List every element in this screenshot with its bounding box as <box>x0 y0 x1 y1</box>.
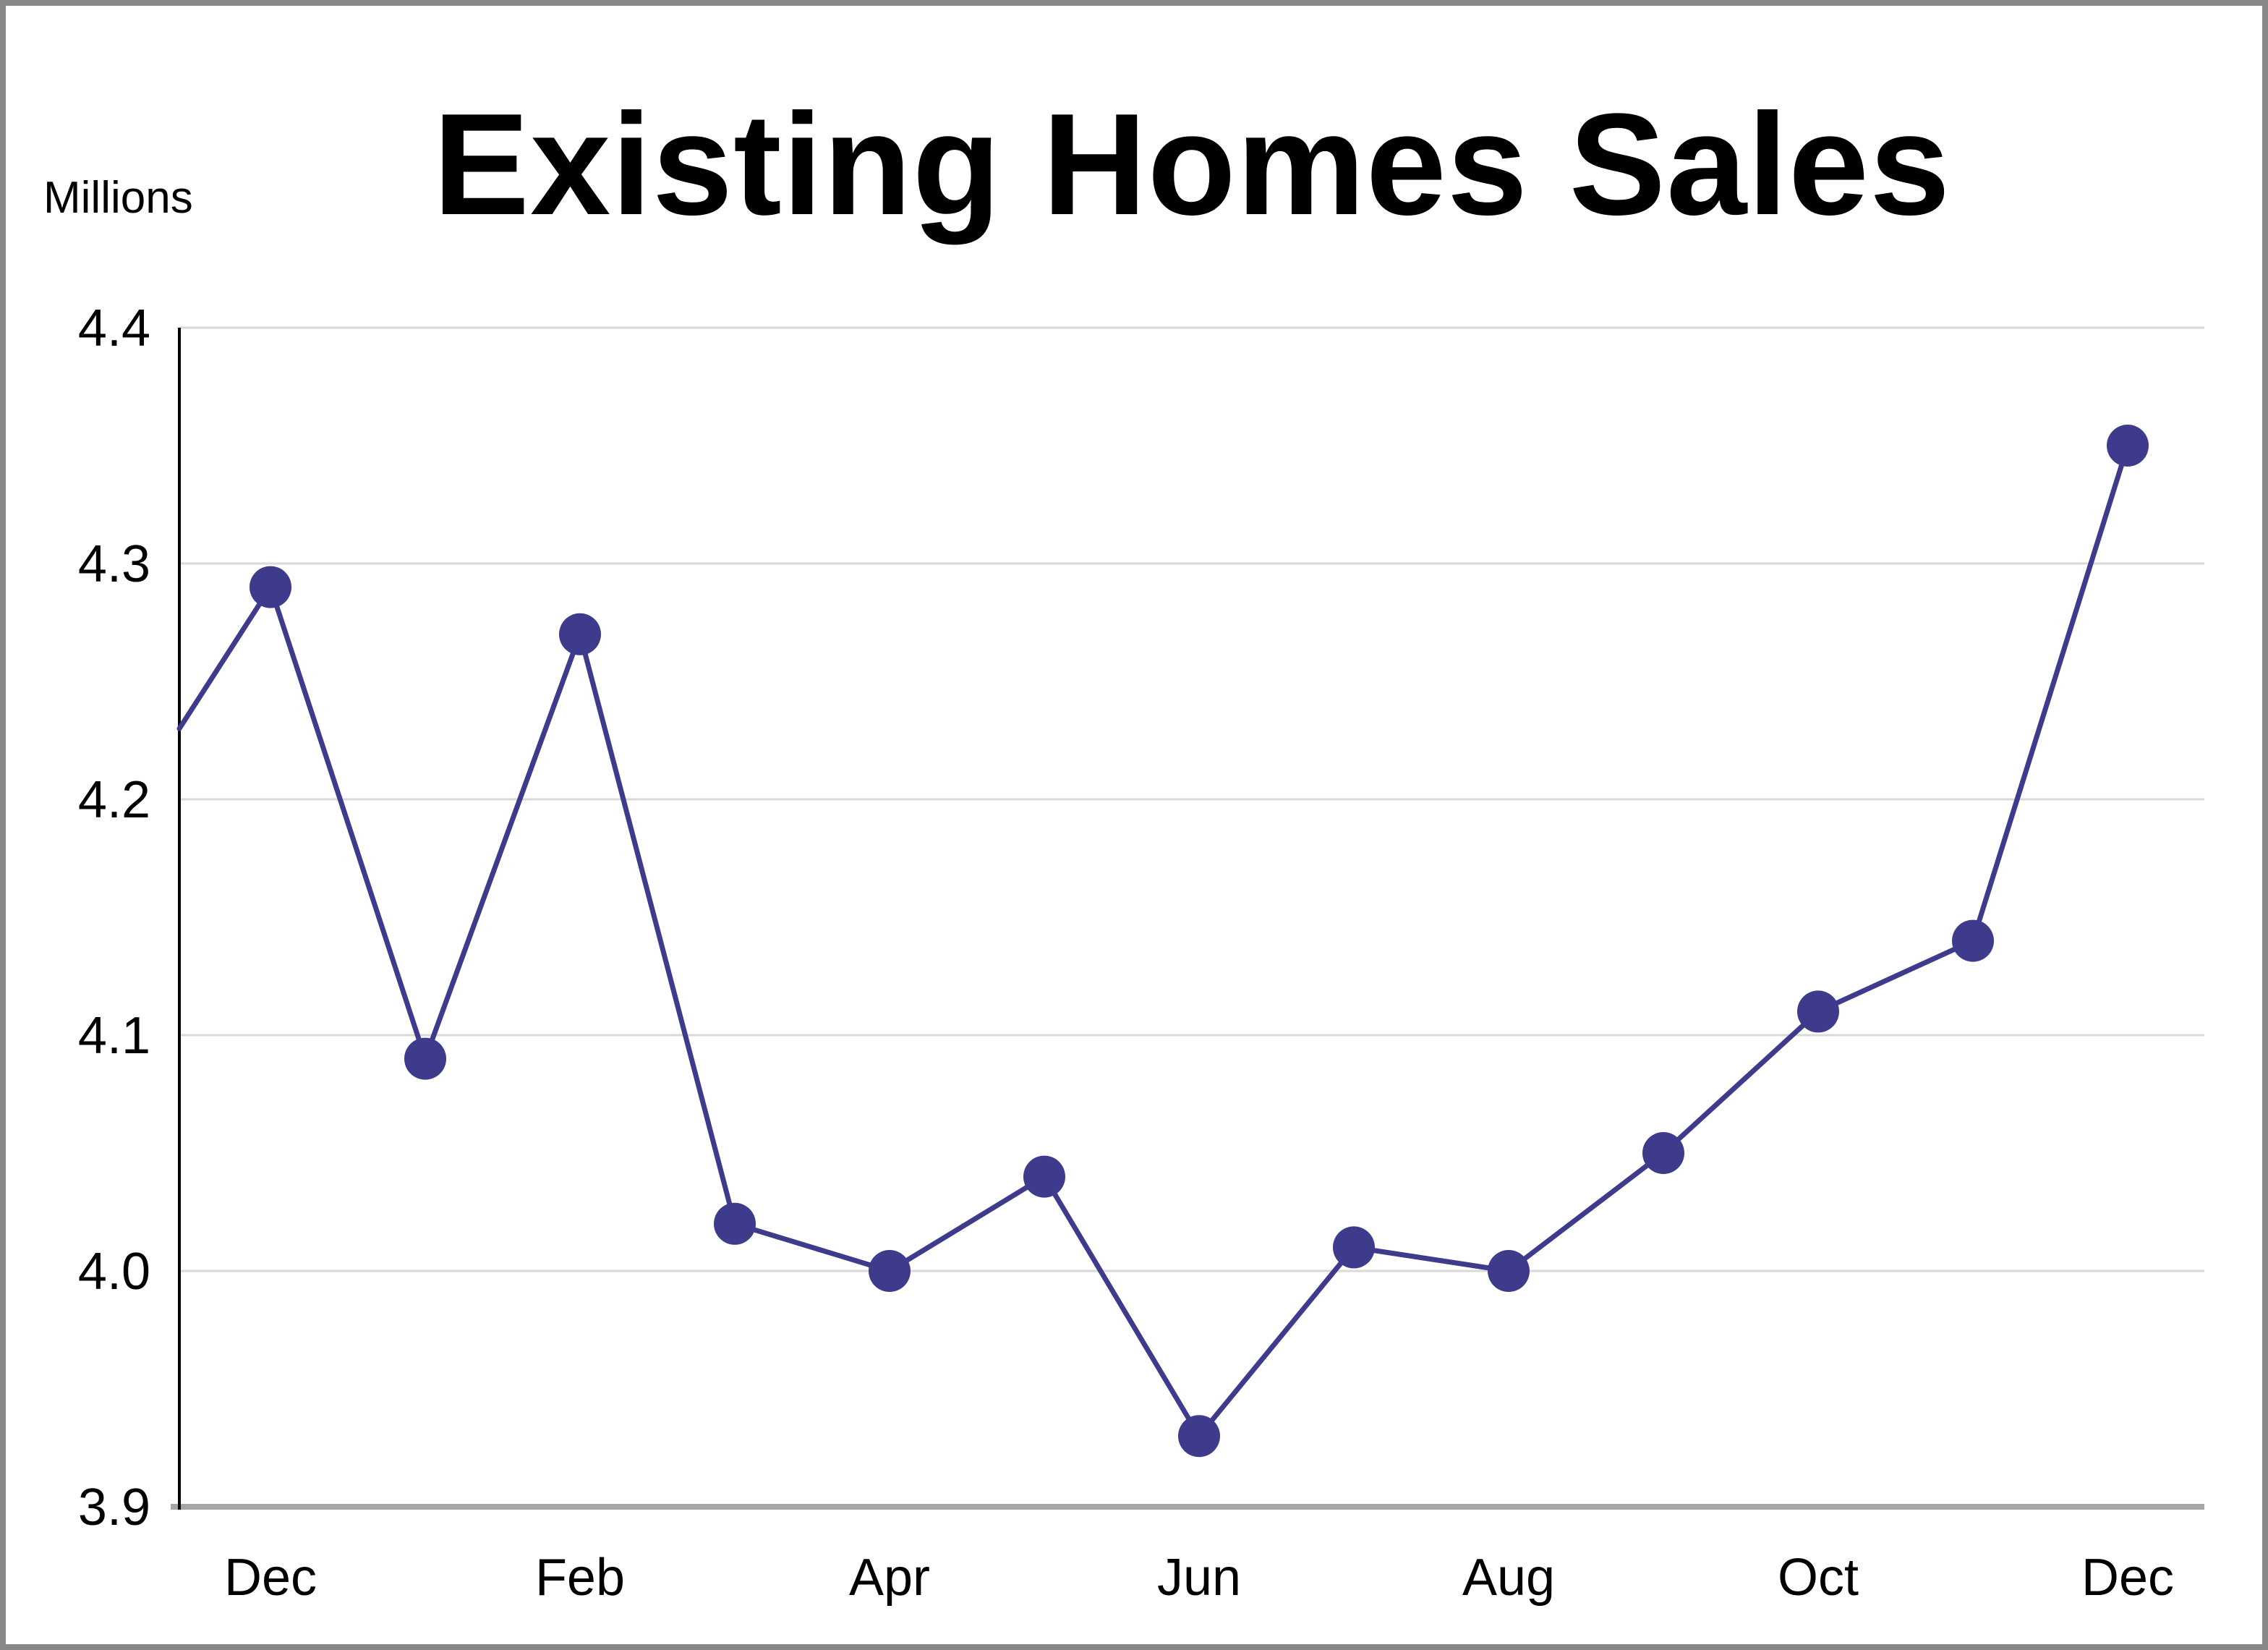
x-tick-label: Feb <box>535 1549 625 1607</box>
y-tick-label: 4.1 <box>78 1007 150 1065</box>
data-point-marker <box>1333 1226 1375 1269</box>
y-tick-label: 3.9 <box>78 1479 150 1536</box>
x-tick-label: Apr <box>849 1549 930 1607</box>
x-tick-label: Dec <box>224 1549 317 1607</box>
data-point-marker <box>1023 1155 1065 1198</box>
data-point-marker <box>250 566 291 608</box>
data-point-marker <box>559 613 601 655</box>
y-tick-label: 4.3 <box>78 535 150 593</box>
sales-line <box>176 443 2131 1439</box>
data-point-marker <box>714 1202 756 1245</box>
data-point-marker <box>1488 1250 1530 1292</box>
chart-title: Existing Homes Sales <box>432 84 1951 245</box>
y-axis-units-label: Millions <box>43 173 193 223</box>
data-point-marker <box>1642 1132 1684 1174</box>
data-point-marker <box>1797 990 1839 1033</box>
line-chart-canvas: 3.9 4.0 4.1 4.2 4.3 4.4 Dec Feb Apr Jun Aug Oct Dec <box>78 299 2204 1607</box>
data-point-marker <box>1178 1415 1220 1458</box>
x-tick-label: Oct <box>1778 1549 1859 1607</box>
data-point-marker <box>1952 919 1994 962</box>
x-tick-label: Dec <box>2081 1549 2174 1607</box>
data-point-marker <box>2107 425 2149 467</box>
x-tick-label: Aug <box>1462 1549 1555 1607</box>
data-point-marker <box>404 1037 446 1080</box>
y-tick-label: 4.2 <box>78 771 150 829</box>
y-tick-label: 4.4 <box>78 299 150 357</box>
y-tick-label: 4.0 <box>78 1243 150 1301</box>
data-point-marker <box>869 1250 911 1292</box>
x-tick-label: Jun <box>1157 1549 1241 1607</box>
